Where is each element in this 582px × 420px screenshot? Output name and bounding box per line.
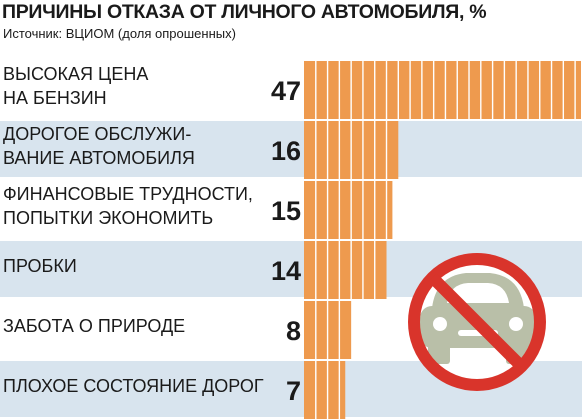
category-label-line: ВАНИЕ АВТОМОБИЛЯ bbox=[3, 148, 195, 168]
value-label: 15 bbox=[271, 196, 301, 226]
car-headlight-right bbox=[509, 317, 523, 331]
value-label: 7 bbox=[286, 376, 301, 406]
chart-source: Источник: ВЦИОМ (доля опрошенных) bbox=[3, 26, 236, 41]
bar-fill bbox=[304, 241, 387, 299]
category-label: ЗАБОТА О ПРИРОДЕ bbox=[3, 316, 185, 336]
value-label: 16 bbox=[271, 136, 301, 166]
category-label: ПРОБКИ bbox=[3, 256, 77, 276]
labels: 47 ВЫСОКАЯ ЦЕНА НА БЕНЗИН 16 ДОРОГОЕ ОБСЛУЖИ… bbox=[3, 64, 301, 406]
bar bbox=[304, 361, 346, 419]
sign-ring bbox=[408, 253, 546, 391]
bar-fill bbox=[304, 181, 393, 239]
category-label: ПЛОХОЕ СОСТОЯНИЕ ДОРОГ bbox=[3, 376, 264, 396]
bar bbox=[304, 301, 352, 359]
category-label-line: ДОРОГОЕ ОБСЛУЖИ- bbox=[3, 124, 191, 144]
bar-fill bbox=[304, 361, 346, 419]
category-label-line: ПОПЫТКИ ЭКОНОМИТЬ bbox=[3, 208, 213, 228]
car-icon bbox=[420, 273, 536, 364]
bar bbox=[304, 181, 393, 239]
bars bbox=[304, 61, 581, 419]
car-headlight-left bbox=[433, 317, 447, 331]
bar-fill bbox=[304, 61, 581, 119]
row-band bbox=[0, 121, 582, 177]
car-wheel-left bbox=[428, 342, 450, 364]
no-car-icon bbox=[408, 253, 546, 391]
value-label: 14 bbox=[271, 256, 301, 286]
value-label: 8 bbox=[286, 316, 301, 346]
bar bbox=[304, 121, 399, 179]
car-windshield bbox=[447, 283, 509, 303]
sign-slash bbox=[428, 273, 526, 371]
bar bbox=[304, 61, 581, 119]
category-label: ДОРОГОЕ ОБСЛУЖИ- ВАНИЕ АВТОМОБИЛЯ bbox=[3, 124, 195, 168]
category-label-line: ВЫСОКАЯ ЦЕНА bbox=[3, 64, 148, 84]
category-label: ВЫСОКАЯ ЦЕНА НА БЕНЗИН bbox=[3, 64, 148, 108]
value-label: 47 bbox=[271, 76, 301, 106]
category-label-line: ФИНАНСОВЫЕ ТРУДНОСТИ, bbox=[3, 184, 253, 204]
category-label: ФИНАНСОВЫЕ ТРУДНОСТИ, ПОПЫТКИ ЭКОНОМИТЬ bbox=[3, 184, 253, 228]
chart-title: ПРИЧИНЫ ОТКАЗА ОТ ЛИЧНОГО АВТОМОБИЛЯ, % bbox=[2, 1, 487, 23]
category-label-line: НА БЕНЗИН bbox=[3, 88, 107, 108]
row-bands bbox=[0, 121, 582, 417]
bar bbox=[304, 241, 387, 299]
